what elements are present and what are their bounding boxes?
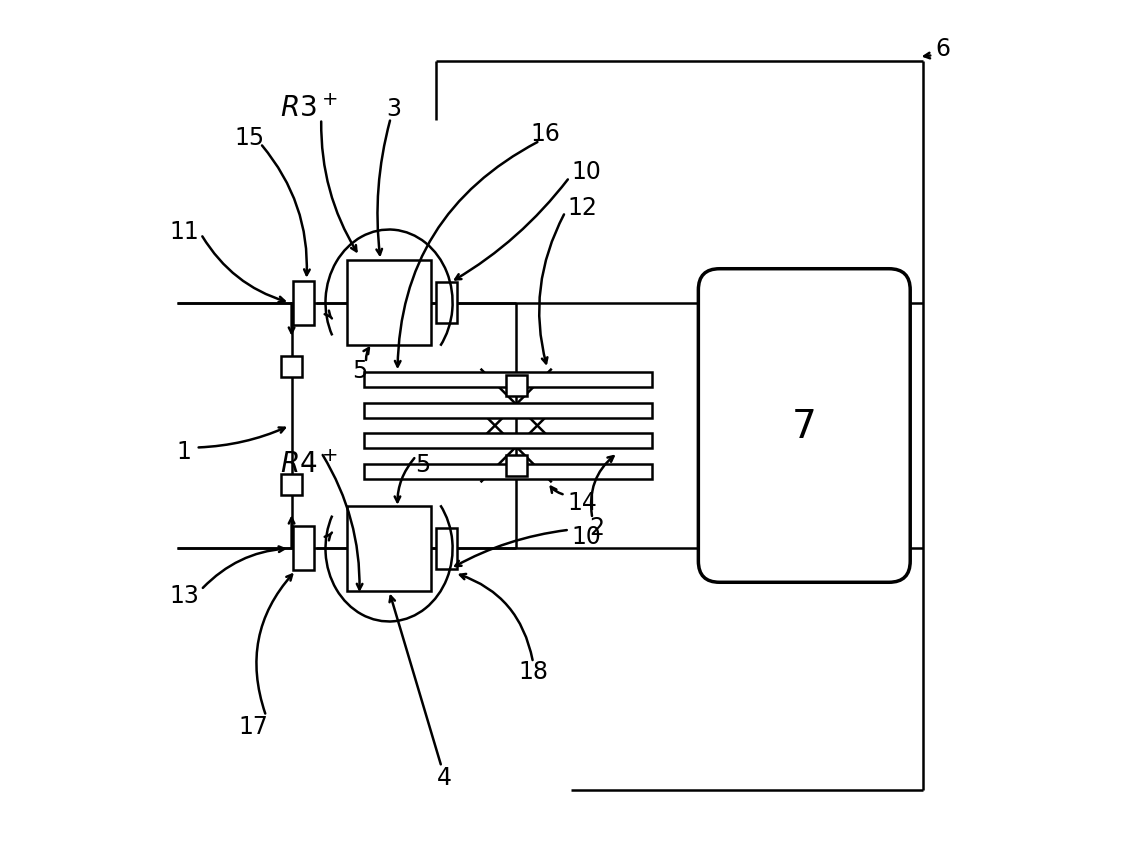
Bar bbox=[506, 455, 527, 476]
Text: 11: 11 bbox=[169, 219, 198, 244]
Text: 4: 4 bbox=[437, 765, 451, 789]
Text: 10: 10 bbox=[572, 160, 601, 184]
FancyBboxPatch shape bbox=[699, 269, 911, 583]
Text: 5: 5 bbox=[352, 359, 367, 383]
Text: 13: 13 bbox=[169, 584, 198, 607]
Text: 2: 2 bbox=[590, 515, 604, 539]
Text: 17: 17 bbox=[238, 715, 269, 739]
Text: $R3^+$: $R3^+$ bbox=[280, 95, 337, 123]
Bar bbox=[435, 283, 457, 324]
Text: 3: 3 bbox=[386, 96, 400, 121]
Bar bbox=[364, 403, 652, 418]
Bar bbox=[364, 464, 652, 480]
Text: 1: 1 bbox=[177, 440, 192, 463]
Bar bbox=[281, 356, 302, 377]
Text: 5: 5 bbox=[415, 452, 431, 476]
Bar bbox=[347, 261, 431, 346]
Text: 6: 6 bbox=[936, 37, 950, 61]
Bar bbox=[281, 475, 302, 496]
Bar bbox=[347, 506, 431, 591]
Bar bbox=[294, 281, 314, 325]
Bar bbox=[364, 434, 652, 449]
Bar bbox=[294, 527, 314, 571]
Text: 14: 14 bbox=[567, 490, 596, 514]
Bar bbox=[506, 376, 527, 397]
Text: 12: 12 bbox=[567, 196, 596, 220]
Text: 16: 16 bbox=[531, 122, 560, 146]
Text: 7: 7 bbox=[792, 407, 816, 445]
Text: 18: 18 bbox=[518, 659, 548, 683]
Text: 10: 10 bbox=[572, 524, 601, 548]
Text: $R4^+$: $R4^+$ bbox=[280, 450, 337, 478]
Text: 15: 15 bbox=[234, 126, 264, 150]
Bar bbox=[364, 372, 652, 388]
Bar bbox=[435, 528, 457, 569]
